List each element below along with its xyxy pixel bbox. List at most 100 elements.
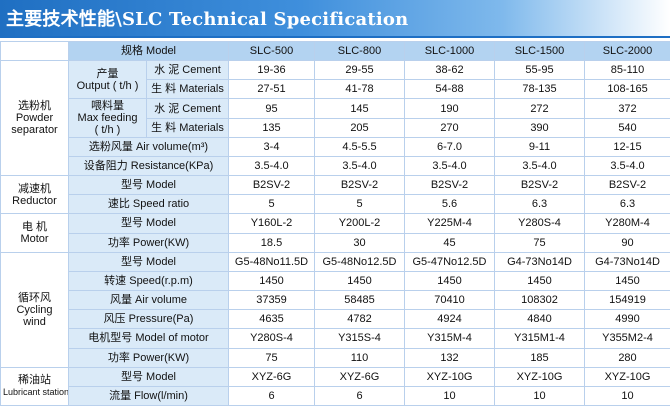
table-cell: Y280S-4 [228,328,315,349]
table-row: 循环风 Cycling wind 型号 Model G5-48No11.5D G… [0,251,670,368]
title-bar: 主要技术性能\SLC Technical Specification [0,0,670,36]
table-cell: 54-88 [404,79,495,100]
table-cell: 78-135 [494,79,585,100]
model-label: 型号 Model [68,213,229,234]
motor-group: 电 机 Motor [0,213,69,253]
materials-label: 生 料 Materials [146,79,229,100]
table-cell: Y160L-2 [228,213,315,234]
table-cell: 190 [404,98,495,119]
table-cell: 372 [584,98,670,119]
air-volume-label: 风量 Air volume [68,290,229,311]
model-header-cell: SLC-800 [314,40,405,62]
group-label-en: Motor [20,233,49,246]
table-cell: 4840 [494,309,585,330]
table-cell: 3.5-4.0 [494,155,585,177]
table-cell: Y280S-4 [494,213,585,234]
table-cell: G5-47No12.5D [404,251,495,272]
table-cell: 30 [314,232,405,253]
cement-label: 水 泥 Cement [146,60,229,81]
group-label-en: Cycling [16,303,53,316]
group-label-cn: 选粉机 [18,100,51,113]
table-row: 电 机 Motor 型号 Model Y160L-2 Y200L-2 Y225M… [0,213,670,253]
table-cell: 3.5-4.0 [314,155,405,177]
table-cell: G4-73No14D [584,251,670,272]
model-label: 型号 Model [68,251,229,272]
table-cell: B2SV-2 [494,175,585,196]
table-cell: 4635 [228,309,315,330]
table-row: 设备阻力 Resistance(KPa) 3.5-4.0 3.5-4.0 3.5… [1,155,670,177]
output-label-cn: 产量 [96,67,119,80]
table-cell: 6 [314,385,405,407]
feeding-label-cn: 喂料量 [91,100,124,113]
table-cell: 85-110 [584,60,670,81]
table-row: 风压 Pressure(Pa) 4635 4782 4924 4840 4990 [1,309,670,330]
table-cell: XYZ-6G [228,366,315,387]
table-cell: 135 [228,117,315,138]
table-cell: 38-62 [404,60,495,81]
group-label-en: separator [11,124,58,137]
table-cell: 205 [314,117,405,138]
table-cell: 540 [584,117,670,138]
table-cell: 12-15 [584,136,670,157]
table-cell: Y315M-4 [404,328,495,349]
table-cell: 280 [584,347,670,368]
table-cell: Y200L-2 [314,213,405,234]
table-cell: G5-48No11.5D [228,251,315,272]
table-cell: 70410 [404,290,495,311]
table-cell: 10 [584,385,670,407]
reductor-group: 减速机 Reductor [0,175,69,215]
power-label: 功率 Power(KW) [68,232,229,253]
feeding-label: 喂料量 Max feeding ( t/h ) [68,98,147,138]
table-cell: 41-78 [314,79,405,100]
group-label-en: Powder [15,112,54,125]
table-cell: 90 [584,232,670,253]
table-cell: 55-95 [494,60,585,81]
title-divider [0,36,670,38]
model-label: 型号 Model [68,175,229,196]
table-cell: 1450 [584,270,670,292]
table-cell: 272 [494,98,585,119]
table-cell: 6.3 [584,194,670,215]
table-cell: B2SV-2 [314,175,405,196]
table-cell: Y315M1-4 [494,328,585,349]
model-header-cell: SLC-1000 [404,40,495,62]
table-cell: 37359 [228,290,315,311]
table-cell: 6 [228,385,315,407]
table-cell: B2SV-2 [404,175,495,196]
table-row: 减速机 Reductor 型号 Model B2SV-2 B2SV-2 B2SV… [0,175,670,215]
table-cell: 19-36 [228,60,315,81]
table-cell: 3-4 [228,136,315,157]
table-cell: G4-73No14D [494,251,585,272]
power-label: 功率 Power(KW) [68,347,229,368]
table-cell: XYZ-10G [584,366,670,387]
air-volume-label: 选粉风量 Air volume(m³) [68,136,229,157]
output-label: 产量 Output ( t/h ) [68,60,147,100]
table-cell: 1450 [228,270,315,292]
feeding-label-en: Max feeding [77,112,138,125]
speed-label: 转速 Speed(r.p.m) [68,270,229,292]
table-cell: 3.5-4.0 [404,155,495,177]
table-cell: 4924 [404,309,495,330]
group-label-cn: 减速机 [18,182,51,195]
table-cell: 5 [228,194,315,215]
flow-label: 流量 Flow(l/min) [68,385,229,407]
table-cell: Y280M-4 [584,213,670,234]
table-cell: B2SV-2 [228,175,315,196]
table-cell: 185 [494,347,585,368]
table-cell: 75 [494,232,585,253]
pressure-label: 风压 Pressure(Pa) [68,309,229,330]
page-title: 主要技术性能\SLC Technical Specification [6,9,409,30]
table-cell: 1450 [404,270,495,292]
table-cell: 5.6 [404,194,495,215]
table-cell: 4.5-5.5 [314,136,405,157]
table-cell: XYZ-10G [404,366,495,387]
lubricant-station-group: 稀油站 Lubricant station [0,366,69,407]
table-row: 选粉机 Powder separator 产量 Output ( t/h ) 水… [0,60,670,177]
table-cell: 95 [228,98,315,119]
table-cell: 6.3 [494,194,585,215]
materials-label: 生 料 Materials [146,117,229,138]
table-cell: B2SV-2 [584,175,670,196]
table-cell: 27-51 [228,79,315,100]
table-cell: 270 [404,117,495,138]
table-row: 速比 Speed ratio 5 5 5.6 6.3 6.3 [1,194,670,215]
